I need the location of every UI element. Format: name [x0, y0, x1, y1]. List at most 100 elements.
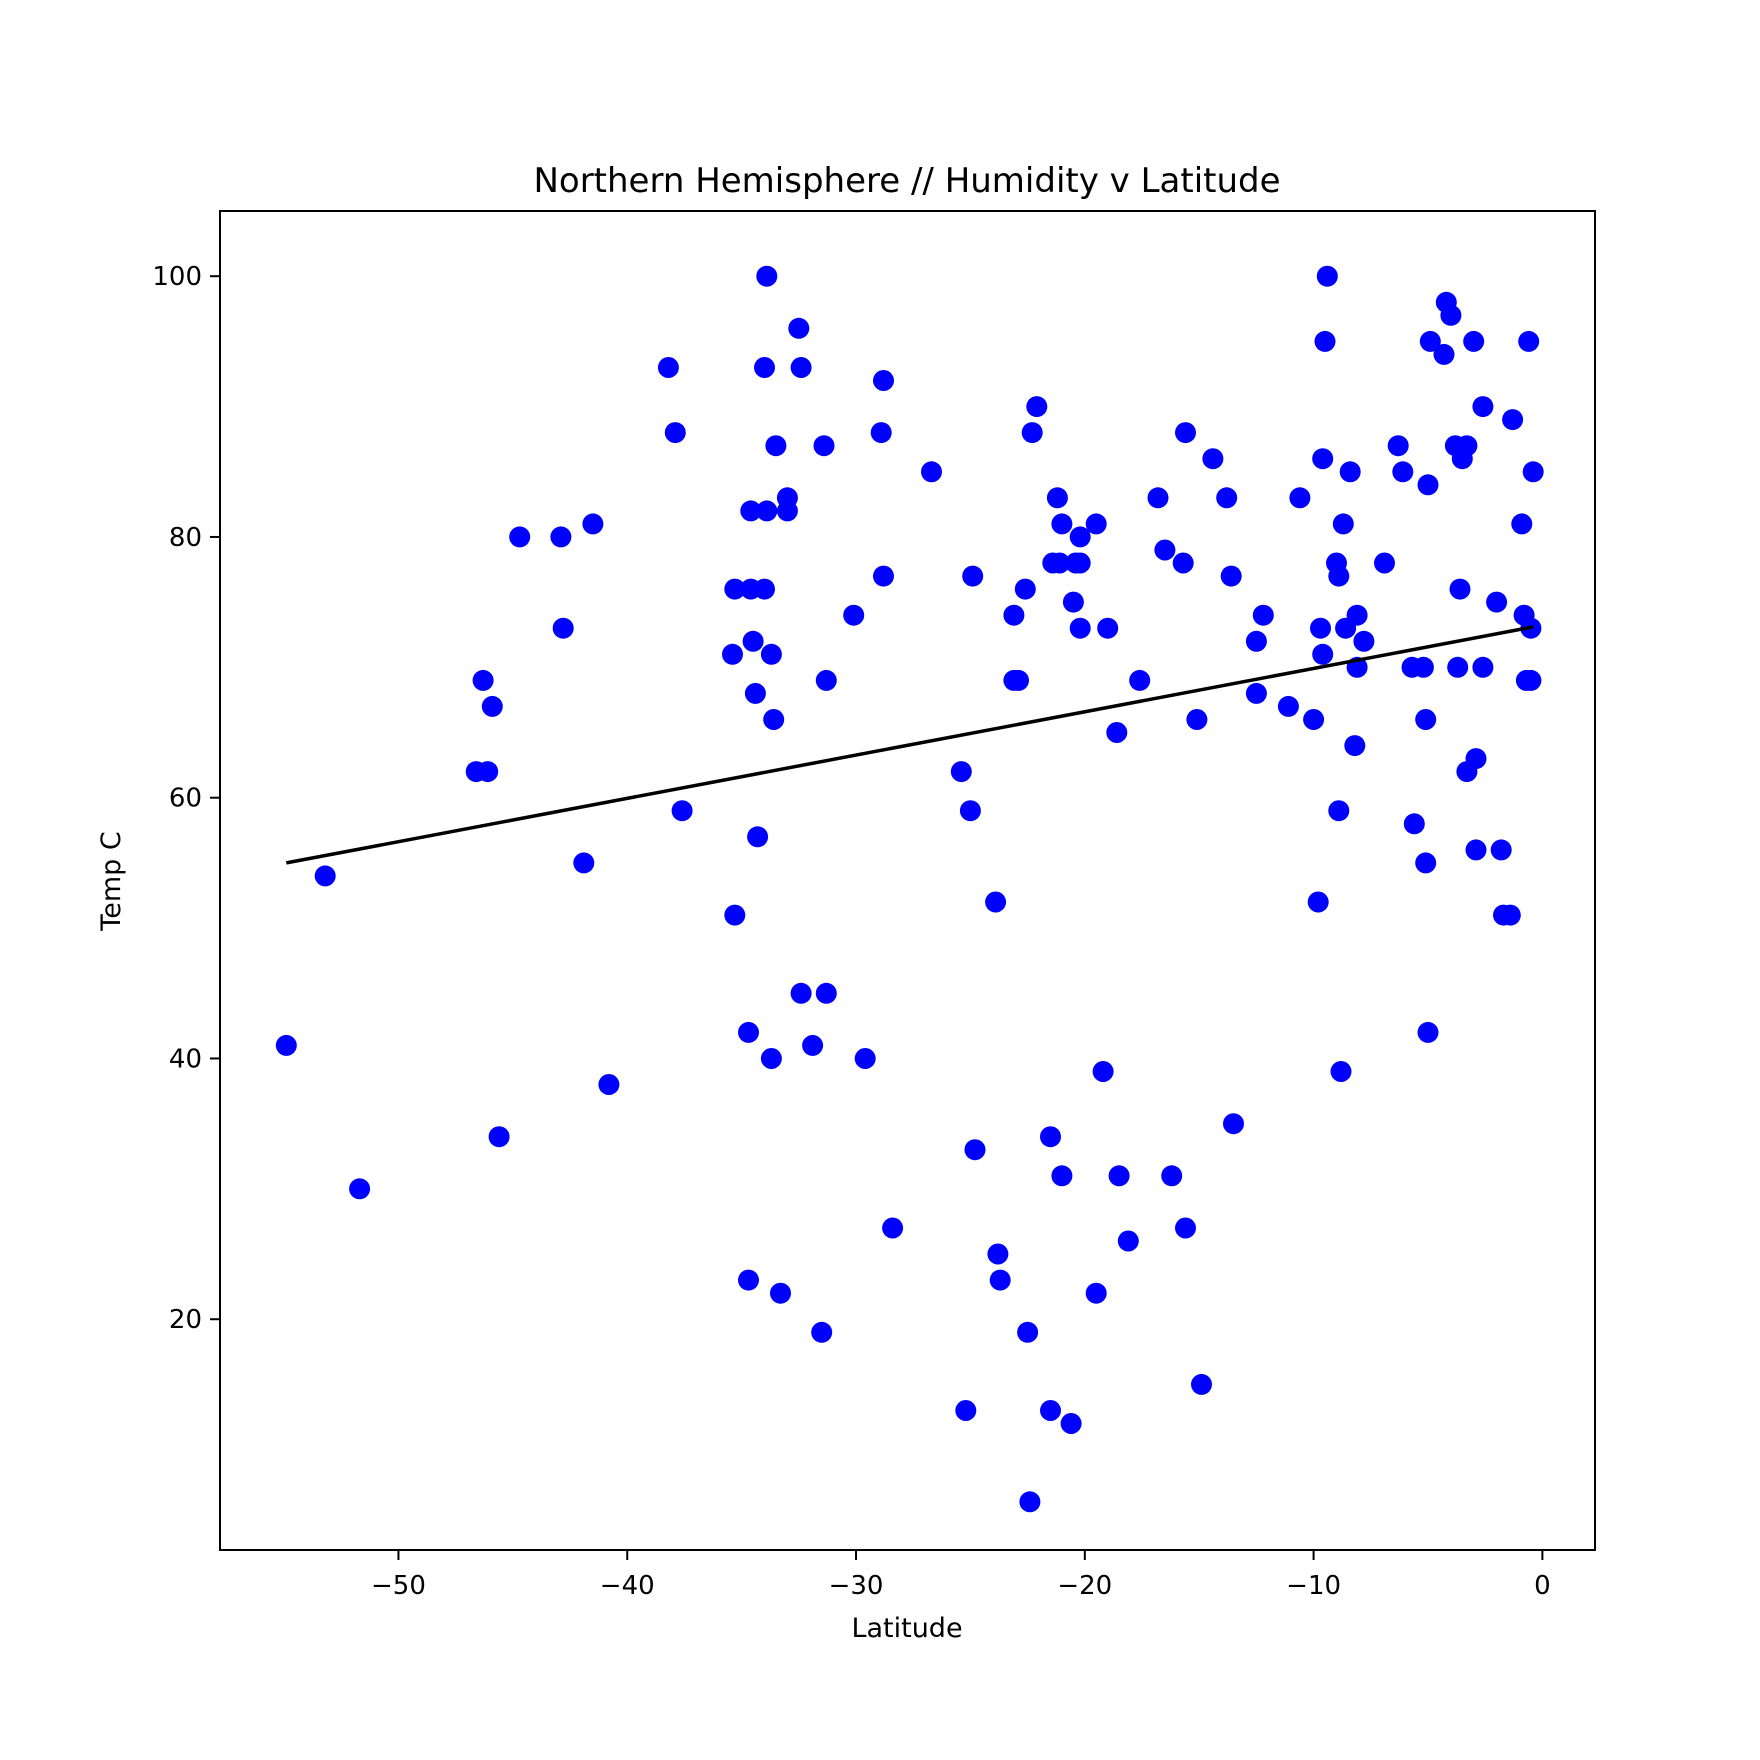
data-point-155 — [1511, 513, 1533, 535]
data-point-98 — [1202, 448, 1224, 470]
x-axis-label: Latitude — [851, 1613, 962, 1644]
data-point-112 — [1314, 330, 1336, 352]
x-axis-ticks: −50 −40 −30 −20 −10 0 — [371, 1550, 1551, 1601]
data-point-93 — [1172, 552, 1194, 574]
data-point-69 — [1040, 1126, 1061, 1148]
y-axis-ticks: 20 40 60 80 100 — [152, 262, 220, 1335]
x-tick-label: −10 — [1286, 1571, 1341, 1601]
data-point-153 — [1499, 904, 1521, 926]
data-point-134 — [1417, 1021, 1439, 1043]
data-point-35 — [770, 1282, 791, 1304]
data-point-149 — [1472, 656, 1494, 678]
data-point-161 — [1522, 461, 1544, 483]
data-point-68 — [1026, 396, 1048, 418]
data-point-129 — [1403, 813, 1425, 835]
data-point-132 — [1415, 852, 1437, 874]
data-point-122 — [1346, 604, 1368, 626]
data-point-100 — [1220, 565, 1242, 587]
data-point-33 — [763, 709, 785, 730]
data-point-30 — [754, 578, 775, 600]
data-point-42 — [813, 435, 835, 457]
data-point-125 — [1374, 552, 1395, 574]
data-point-81 — [1069, 617, 1091, 639]
data-point-140 — [1447, 656, 1469, 678]
data-point-65 — [1017, 1321, 1039, 1343]
data-point-74 — [1051, 513, 1073, 535]
data-point-160 — [1520, 669, 1542, 691]
data-point-80 — [1069, 552, 1091, 574]
data-point-8 — [509, 526, 531, 548]
data-point-75 — [1051, 1165, 1073, 1187]
data-point-79 — [1069, 526, 1091, 548]
data-point-20 — [738, 1021, 759, 1043]
data-point-92 — [1161, 1165, 1183, 1187]
data-point-110 — [1312, 448, 1334, 470]
y-tick-label: 20 — [169, 1305, 202, 1335]
regression-line-layer — [285, 625, 1534, 865]
data-point-27 — [756, 265, 778, 287]
data-point-52 — [921, 461, 942, 483]
data-point-116 — [1328, 800, 1350, 822]
data-point-15 — [664, 422, 686, 444]
x-tick-label: −40 — [600, 1571, 655, 1601]
data-point-106 — [1289, 487, 1311, 509]
data-point-126 — [1387, 435, 1409, 457]
data-point-10 — [552, 617, 574, 639]
y-tick-label: 40 — [169, 1044, 202, 1074]
data-point-17 — [724, 904, 746, 926]
x-tick-label: −50 — [371, 1571, 426, 1601]
data-point-40 — [790, 982, 812, 1004]
data-point-45 — [811, 1321, 833, 1343]
data-point-158 — [1518, 330, 1540, 352]
data-point-16 — [671, 800, 693, 822]
data-point-34 — [765, 435, 787, 457]
data-point-66 — [1019, 1491, 1041, 1513]
y-axis-label: Temp C — [96, 831, 127, 931]
data-point-6 — [481, 695, 503, 717]
data-point-56 — [962, 565, 984, 587]
data-point-91 — [1154, 539, 1176, 561]
data-point-87 — [1108, 1165, 1130, 1187]
x-tick-label: −20 — [1057, 1571, 1112, 1601]
data-point-90 — [1147, 487, 1169, 509]
data-point-136 — [1433, 343, 1455, 365]
data-point-0 — [275, 1034, 297, 1056]
data-point-60 — [989, 1269, 1011, 1291]
x-tick-label: 0 — [1534, 1571, 1551, 1601]
data-point-102 — [1245, 630, 1267, 652]
data-point-5 — [477, 761, 499, 783]
data-point-97 — [1191, 1373, 1212, 1395]
data-point-141 — [1449, 578, 1471, 600]
data-point-121 — [1344, 735, 1366, 757]
data-point-21 — [738, 1269, 759, 1291]
data-point-24 — [742, 630, 764, 652]
data-point-14 — [657, 357, 679, 378]
data-point-50 — [873, 565, 894, 587]
data-point-49 — [870, 422, 892, 444]
data-point-67 — [1021, 422, 1043, 444]
data-points — [275, 265, 1544, 1513]
y-tick-label: 100 — [152, 262, 202, 292]
data-point-47 — [854, 1048, 876, 1069]
data-point-76 — [1060, 1413, 1082, 1434]
data-point-148 — [1472, 396, 1494, 418]
data-point-130 — [1412, 656, 1434, 678]
data-point-85 — [1097, 617, 1119, 639]
data-point-124 — [1353, 630, 1375, 652]
data-point-51 — [882, 1217, 904, 1239]
data-point-70 — [1040, 1400, 1061, 1421]
data-point-28 — [754, 357, 775, 378]
data-point-94 — [1175, 422, 1196, 444]
data-point-19 — [724, 578, 746, 600]
data-point-99 — [1216, 487, 1238, 509]
data-point-1 — [314, 865, 336, 887]
data-point-77 — [1062, 591, 1084, 613]
regression-line — [285, 625, 1534, 865]
data-point-120 — [1339, 461, 1361, 483]
data-point-7 — [488, 1126, 510, 1148]
data-point-18 — [722, 643, 743, 665]
data-point-43 — [815, 669, 837, 691]
plot-frame — [219, 210, 1596, 1551]
